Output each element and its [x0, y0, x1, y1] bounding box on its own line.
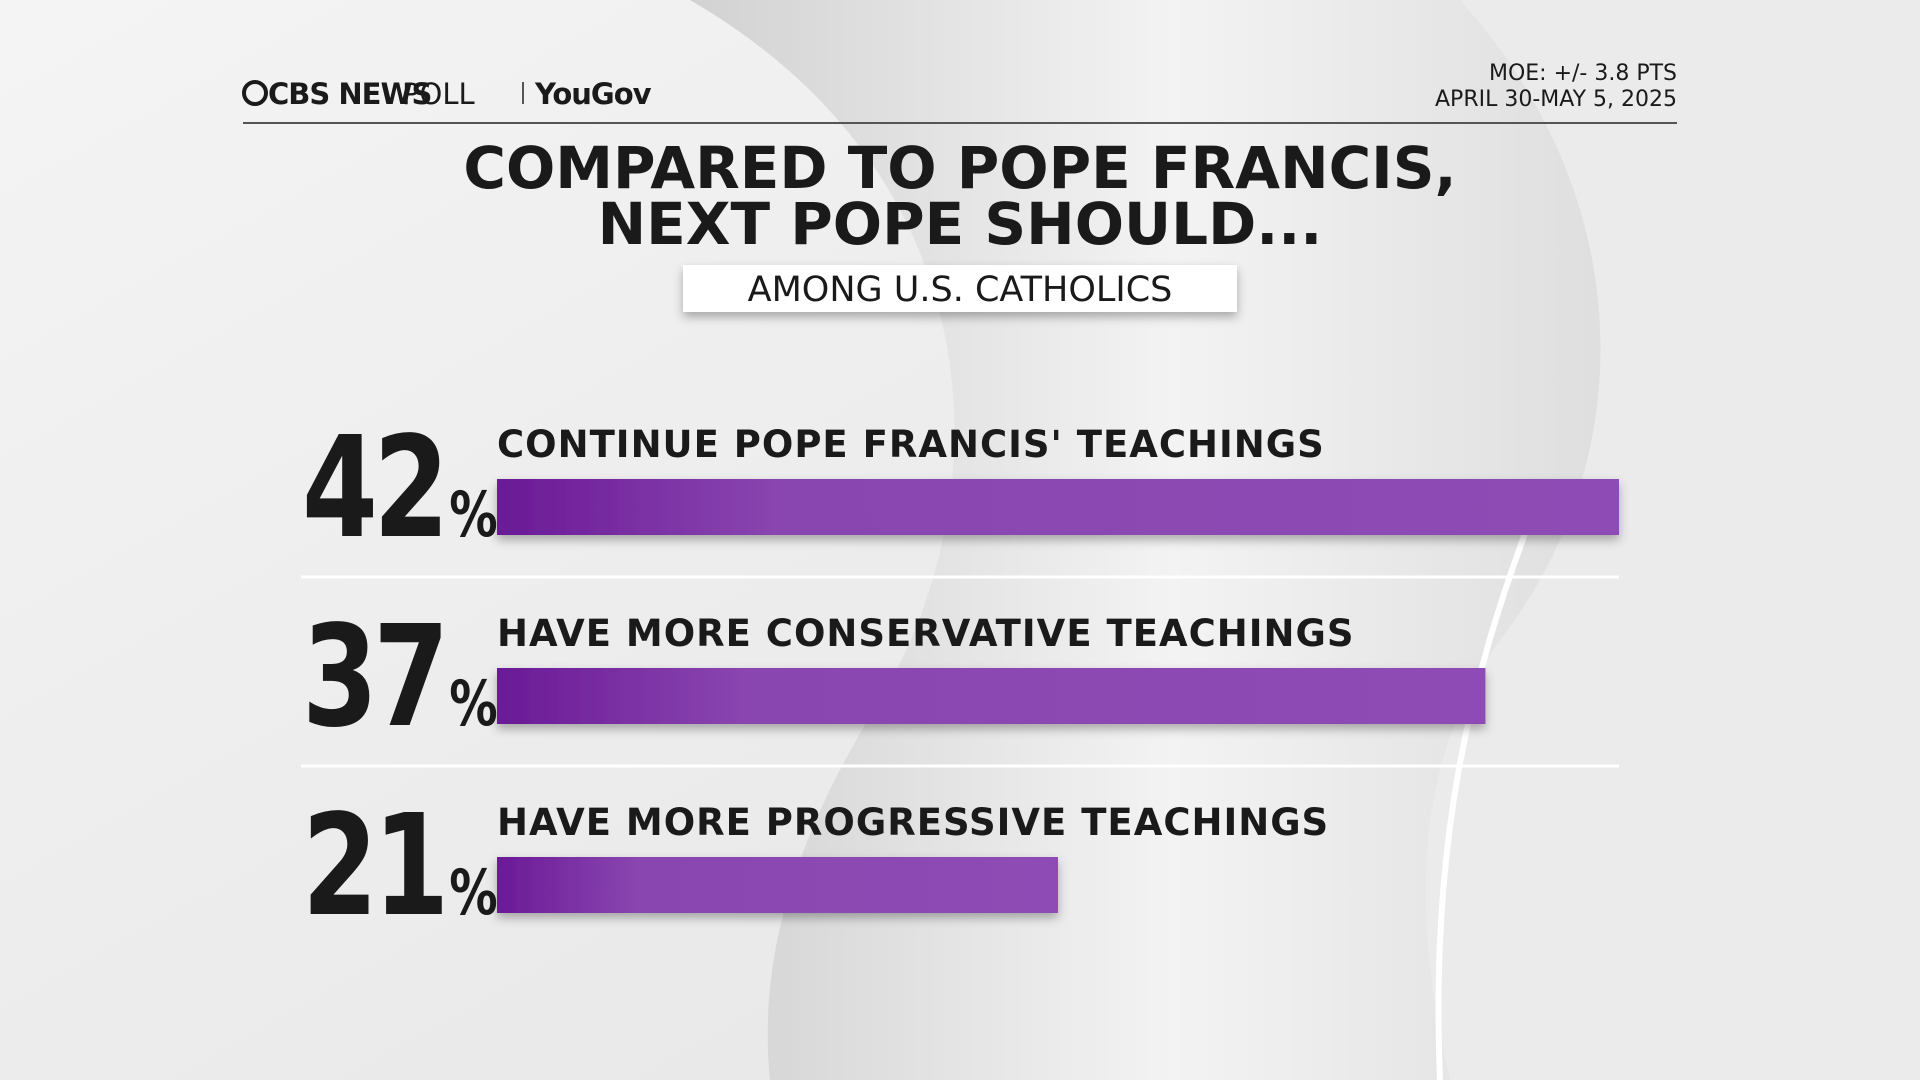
bar	[497, 479, 1619, 535]
category-label: HAVE MORE PROGRESSIVE TEACHINGS	[497, 801, 1329, 844]
dates: APRIL 30-MAY 5, 2025	[1435, 87, 1677, 112]
cbs-eye	[242, 80, 268, 106]
bar	[497, 857, 1058, 913]
brand-product: POLL	[402, 77, 475, 111]
value-label-group: 37%	[302, 595, 501, 759]
value-label: 37%	[302, 595, 496, 759]
bar	[497, 668, 1486, 724]
title-line: NEXT POPE SHOULD...	[598, 190, 1323, 258]
value-label: 21%	[302, 784, 496, 948]
swoosh	[1425, 0, 1920, 1080]
category-label: CONTINUE POPE FRANCIS' TEACHINGS	[497, 423, 1325, 466]
category-label: HAVE MORE CONSERVATIVE TEACHINGS	[497, 612, 1355, 655]
swoosh-edge	[1435, 518, 1533, 1080]
brand-source: CBS NEWS	[268, 77, 431, 111]
subtitle: AMONG U.S. CATHOLICS	[748, 270, 1173, 310]
value-label-group: 21%	[302, 784, 501, 948]
subtitle-box	[683, 265, 1237, 312]
title-line: COMPARED TO POPE FRANCIS,	[463, 134, 1456, 202]
value-label: 42%	[302, 406, 496, 570]
moe: MOE: +/- 3.8 PTS	[1489, 61, 1677, 86]
brand-partner: YouGov	[534, 77, 652, 111]
value-label-group: 42%	[302, 406, 501, 570]
